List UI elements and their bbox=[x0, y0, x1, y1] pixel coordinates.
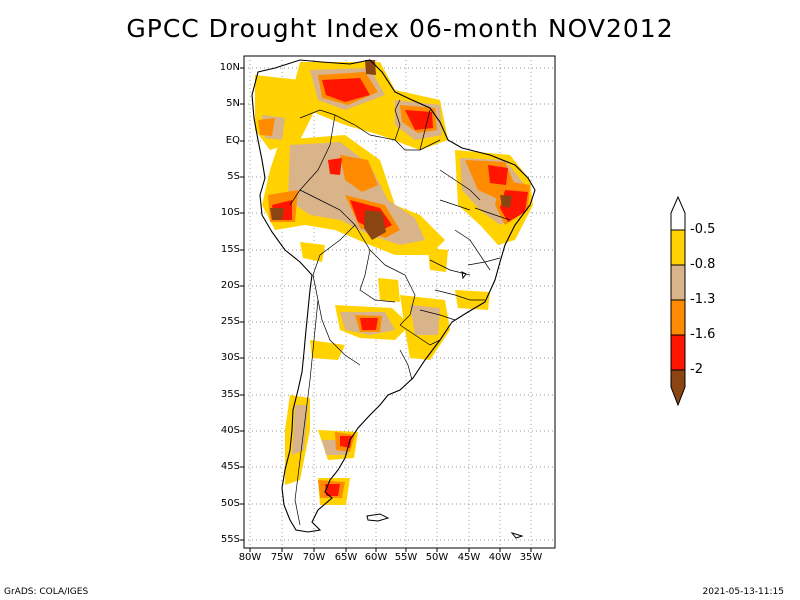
legend-label-4: -2 bbox=[690, 362, 703, 377]
legend-label-0: -0.5 bbox=[690, 222, 716, 237]
footer-timestamp: 2021-05-13-11:15 bbox=[702, 587, 785, 597]
lon-label-35w: 35W bbox=[519, 552, 543, 563]
lon-label-70w: 70W bbox=[302, 552, 326, 563]
lat-label-25s: 25S bbox=[220, 316, 240, 327]
legend-swatch-yellow bbox=[670, 229, 686, 266]
lat-label-40s: 40S bbox=[220, 425, 240, 436]
lat-label-30s: 30S bbox=[220, 352, 240, 363]
legend-swatch-orange bbox=[670, 299, 686, 336]
legend-label-3: -1.6 bbox=[690, 327, 716, 342]
legend-swatch-red bbox=[670, 334, 686, 371]
lat-label-15s: 15S bbox=[220, 244, 240, 255]
lat-label-10s: 10S bbox=[220, 207, 240, 218]
legend-colorbar bbox=[670, 195, 686, 407]
legend-swatch-tan bbox=[670, 264, 686, 301]
lon-label-55w: 55W bbox=[394, 552, 418, 563]
lon-label-65w: 65W bbox=[334, 552, 358, 563]
lon-label-80w: 80W bbox=[238, 552, 262, 563]
lon-label-60w: 60W bbox=[364, 552, 388, 563]
legend-label-1: -0.8 bbox=[690, 257, 716, 272]
legend-label-2: -1.3 bbox=[690, 292, 716, 307]
lat-label-50s: 50S bbox=[220, 498, 240, 509]
lon-label-40w: 40W bbox=[488, 552, 512, 563]
footer-credit: GrADS: COLA/IGES bbox=[4, 587, 89, 597]
country-borders bbox=[289, 99, 511, 526]
map-title: GPCC Drought Index 06-month NOV2012 bbox=[126, 14, 674, 43]
lon-label-45w: 45W bbox=[457, 552, 481, 563]
island-north bbox=[461, 271, 467, 280]
lat-label-eq: EQ bbox=[225, 135, 240, 146]
map-frame bbox=[243, 55, 556, 549]
continent-outline bbox=[251, 59, 536, 533]
lat-label-10n: 10N bbox=[219, 62, 240, 73]
legend-swatch-brown bbox=[670, 369, 686, 407]
legend-swatch-white bbox=[670, 195, 686, 231]
falkland-islands bbox=[366, 513, 390, 522]
lat-label-45s: 45S bbox=[220, 461, 240, 472]
lon-label-75w: 75W bbox=[270, 552, 294, 563]
lat-label-35s: 35S bbox=[220, 389, 240, 400]
lat-label-5s: 5S bbox=[227, 171, 240, 182]
tick-marks bbox=[240, 67, 532, 552]
lat-label-20s: 20S bbox=[220, 280, 240, 291]
island-east bbox=[510, 532, 524, 539]
lat-label-55s: 55S bbox=[220, 534, 240, 545]
lat-label-5n: 5N bbox=[226, 98, 240, 109]
lon-label-50w: 50W bbox=[425, 552, 449, 563]
